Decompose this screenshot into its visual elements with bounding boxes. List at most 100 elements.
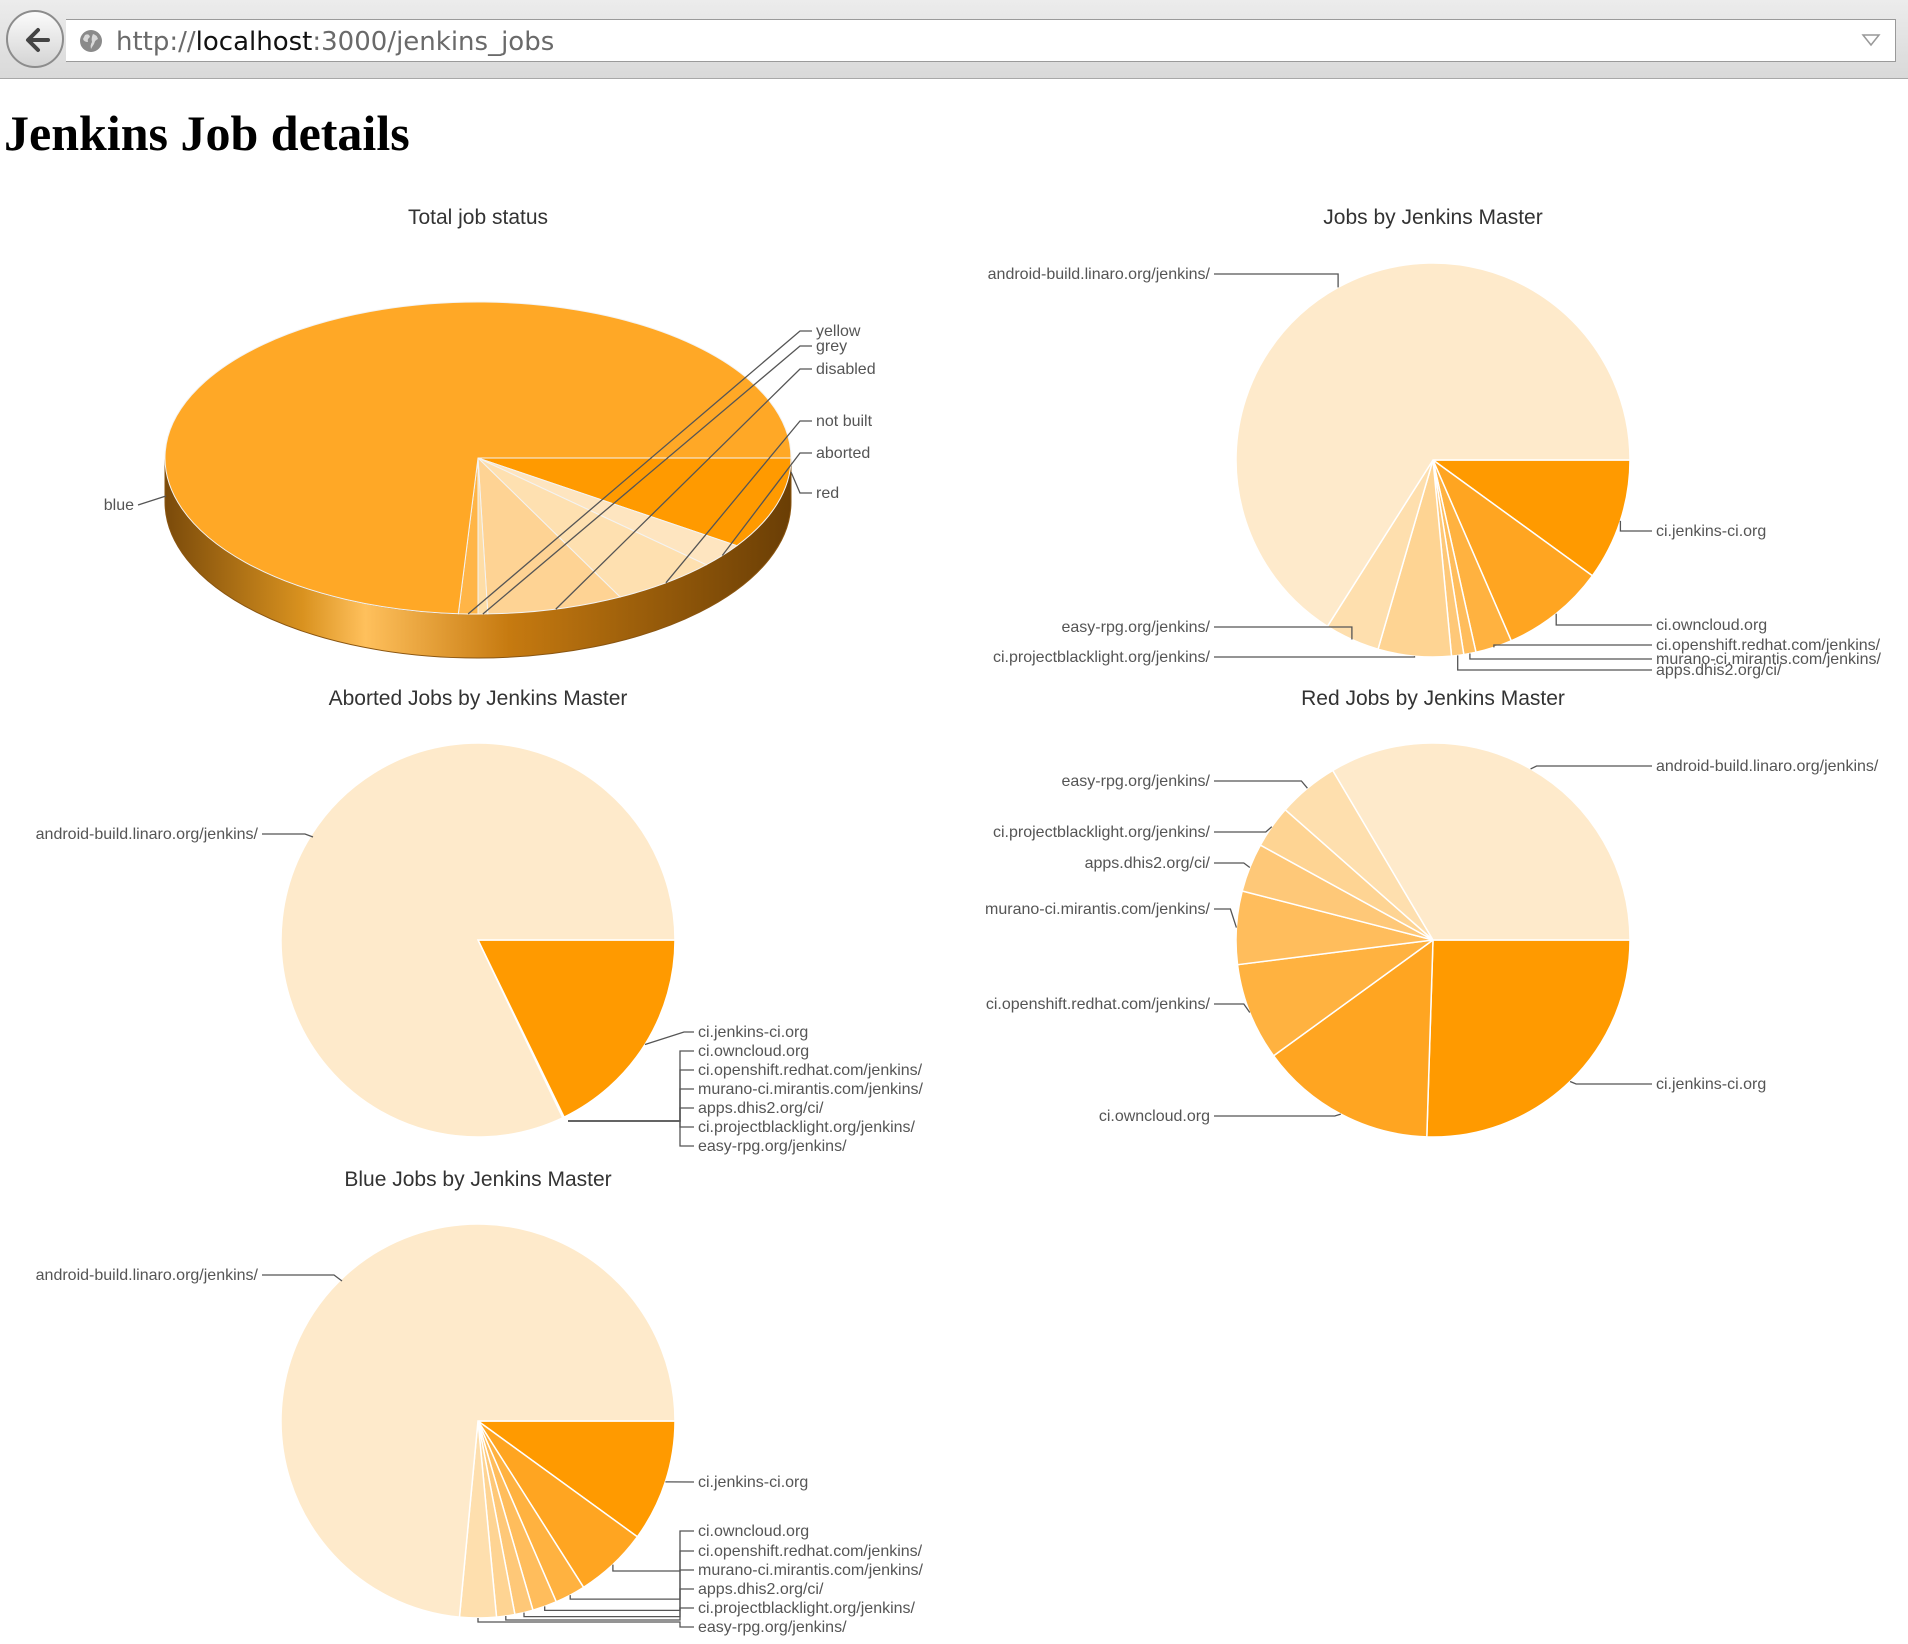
browser-toolbar: http://localhost:3000/jenkins_jobs	[0, 0, 1908, 79]
leader-line	[568, 1120, 694, 1147]
leader-line	[262, 833, 314, 838]
leader-line	[1214, 908, 1238, 928]
label-ci-jenkins-ci-org: ci.jenkins-ci.org	[1619, 520, 1766, 540]
leader-line	[262, 1274, 343, 1282]
label-apps-dhis2-org-ci: apps.dhis2.org/ci/	[568, 1100, 824, 1122]
label-ci-jenkins-ci-org: ci.jenkins-ci.org	[1569, 1076, 1766, 1093]
leader-line	[1214, 1003, 1251, 1013]
label-text: ci.openshift.redhat.com/jenkins/	[986, 996, 1211, 1013]
label-text: ci.owncloud.org	[1656, 617, 1767, 634]
page-title: Jenkins Job details	[4, 105, 410, 161]
slice-red[interactable]	[477, 457, 792, 547]
label-text: ci.owncloud.org	[1099, 1108, 1210, 1125]
slice-android-build-linaro-org-jenkins[interactable]	[280, 742, 676, 1138]
label-text: easy-rpg.org/jenkins/	[1061, 619, 1210, 636]
label-text: ci.owncloud.org	[698, 1523, 809, 1540]
label-red: red	[790, 471, 839, 502]
label-text: ci.projectblacklight.org/jenkins/	[698, 1119, 916, 1136]
label-text: apps.dhis2.org/ci/	[1085, 855, 1211, 872]
label-text: easy-rpg.org/jenkins/	[698, 1138, 847, 1155]
label-text: blue	[104, 497, 134, 514]
label-text: not built	[816, 413, 873, 430]
url-text[interactable]: http://localhost:3000/jenkins_jobs	[116, 27, 554, 57]
label-text: murano-ci.mirantis.com/jenkins/	[985, 901, 1211, 918]
slice-android-build-linaro-org-jenkins[interactable]	[280, 1223, 676, 1618]
label-text: red	[816, 485, 839, 502]
chart-title-red-by-master: Red Jobs by Jenkins Master	[1301, 687, 1565, 710]
label-text: apps.dhis2.org/ci/	[698, 1100, 824, 1117]
label-android-build-linaro-org-jenkins: android-build.linaro.org/jenkins/	[1530, 758, 1879, 775]
label-murano-ci-mirantis-com-jenkins: murano-ci.mirantis.com/jenkins/	[1469, 651, 1882, 668]
label-text: disabled	[816, 361, 876, 378]
label-murano-ci-mirantis-com-jenkins: murano-ci.mirantis.com/jenkins/	[985, 901, 1238, 928]
leader-line	[1214, 273, 1339, 288]
leader-line	[1214, 656, 1416, 658]
chart-blue-by-master	[280, 1223, 676, 1619]
leader-line	[644, 1031, 694, 1046]
label-apps-dhis2-org-ci: apps.dhis2.org/ci/	[1085, 855, 1251, 872]
label-text: easy-rpg.org/jenkins/	[1061, 773, 1210, 790]
label-text: ci.projectblacklight.org/jenkins/	[993, 649, 1211, 666]
label-text: ci.openshift.redhat.com/jenkins/	[698, 1543, 923, 1560]
label-text: ci.projectblacklight.org/jenkins/	[698, 1600, 916, 1617]
leader-line	[1555, 613, 1652, 626]
label-easy-rpg-org-jenkins: easy-rpg.org/jenkins/	[568, 1120, 847, 1155]
slice-ci-openshift-redhat-com-jenkins[interactable]	[1236, 939, 1434, 1057]
label-android-build-linaro-org-jenkins: android-build.linaro.org/jenkins/	[988, 266, 1339, 288]
slice-ci-owncloud-org[interactable]	[1272, 938, 1434, 1138]
label-text: aborted	[816, 445, 870, 462]
label-easy-rpg-org-jenkins: easy-rpg.org/jenkins/	[477, 1618, 847, 1636]
leader-line	[1214, 780, 1308, 789]
leader-line	[568, 1120, 694, 1128]
label-text: ci.jenkins-ci.org	[1656, 523, 1766, 540]
slice-ci-jenkins-ci-org[interactable]	[1430, 459, 1631, 577]
label-text: yellow	[816, 323, 861, 340]
label-android-build-linaro-org-jenkins: android-build.linaro.org/jenkins/	[36, 1267, 343, 1284]
leader-line	[477, 1618, 694, 1628]
label-ci-owncloud-org: ci.owncloud.org	[1555, 613, 1767, 634]
chart-title-aborted-by-master: Aborted Jobs by Jenkins Master	[329, 687, 628, 710]
leader-line	[1530, 765, 1652, 770]
label-text: grey	[816, 338, 847, 355]
label-text: ci.openshift.redhat.com/jenkins/	[1656, 637, 1881, 654]
slice-blue[interactable]	[164, 301, 792, 615]
back-button[interactable]	[6, 10, 64, 68]
leader-line	[665, 420, 812, 584]
label-text: murano-ci.mirantis.com/jenkins/	[698, 1081, 924, 1098]
label-ci-jenkins-ci-org: ci.jenkins-ci.org	[665, 1474, 808, 1491]
label-text: ci.jenkins-ci.org	[698, 1024, 808, 1041]
leader-line	[1619, 520, 1652, 532]
chevron-down-icon[interactable]	[1861, 32, 1881, 48]
label-disabled: disabled	[555, 361, 876, 610]
slice-ci-owncloud-org[interactable]	[1431, 457, 1594, 642]
chart-aborted-by-master	[280, 742, 676, 1138]
label-text: ci.jenkins-ci.org	[698, 1474, 808, 1491]
label-text: android-build.linaro.org/jenkins/	[36, 1267, 259, 1284]
label-not-built: not built	[665, 413, 873, 584]
leader-line	[467, 330, 812, 615]
label-text: murano-ci.mirantis.com/jenkins/	[698, 1562, 924, 1579]
leader-line	[137, 495, 167, 506]
leader-line	[1214, 862, 1251, 869]
leader-line	[1214, 626, 1353, 640]
slice-ci-jenkins-ci-org[interactable]	[475, 1420, 676, 1538]
label-ci-openshift-redhat-com-jenkins: ci.openshift.redhat.com/jenkins/	[1493, 637, 1881, 654]
label-ci-jenkins-ci-org: ci.jenkins-ci.org	[644, 1024, 808, 1046]
chart-title-total-status: Total job status	[408, 206, 548, 229]
label-ci-projectblacklight-org-jenkins: ci.projectblacklight.org/jenkins/	[993, 649, 1416, 666]
label-text: ci.openshift.redhat.com/jenkins/	[698, 1062, 923, 1079]
label-ci-projectblacklight-org-jenkins: ci.projectblacklight.org/jenkins/	[505, 1600, 916, 1621]
leader-line	[1469, 653, 1652, 660]
label-text: ci.jenkins-ci.org	[1656, 1076, 1766, 1093]
leader-line	[568, 1107, 694, 1122]
label-ci-openshift-redhat-com-jenkins: ci.openshift.redhat.com/jenkins/	[986, 996, 1251, 1013]
label-text: android-build.linaro.org/jenkins/	[1656, 758, 1879, 775]
slice-ci-jenkins-ci-org[interactable]	[476, 939, 676, 1119]
chart-title-by-master: Jobs by Jenkins Master	[1323, 206, 1542, 229]
leader-line	[482, 345, 812, 615]
globe-icon	[80, 30, 102, 52]
slice-ci-jenkins-ci-org[interactable]	[1426, 939, 1631, 1138]
url-bar[interactable]: http://localhost:3000/jenkins_jobs	[66, 19, 1896, 62]
leader-line	[1493, 644, 1652, 648]
